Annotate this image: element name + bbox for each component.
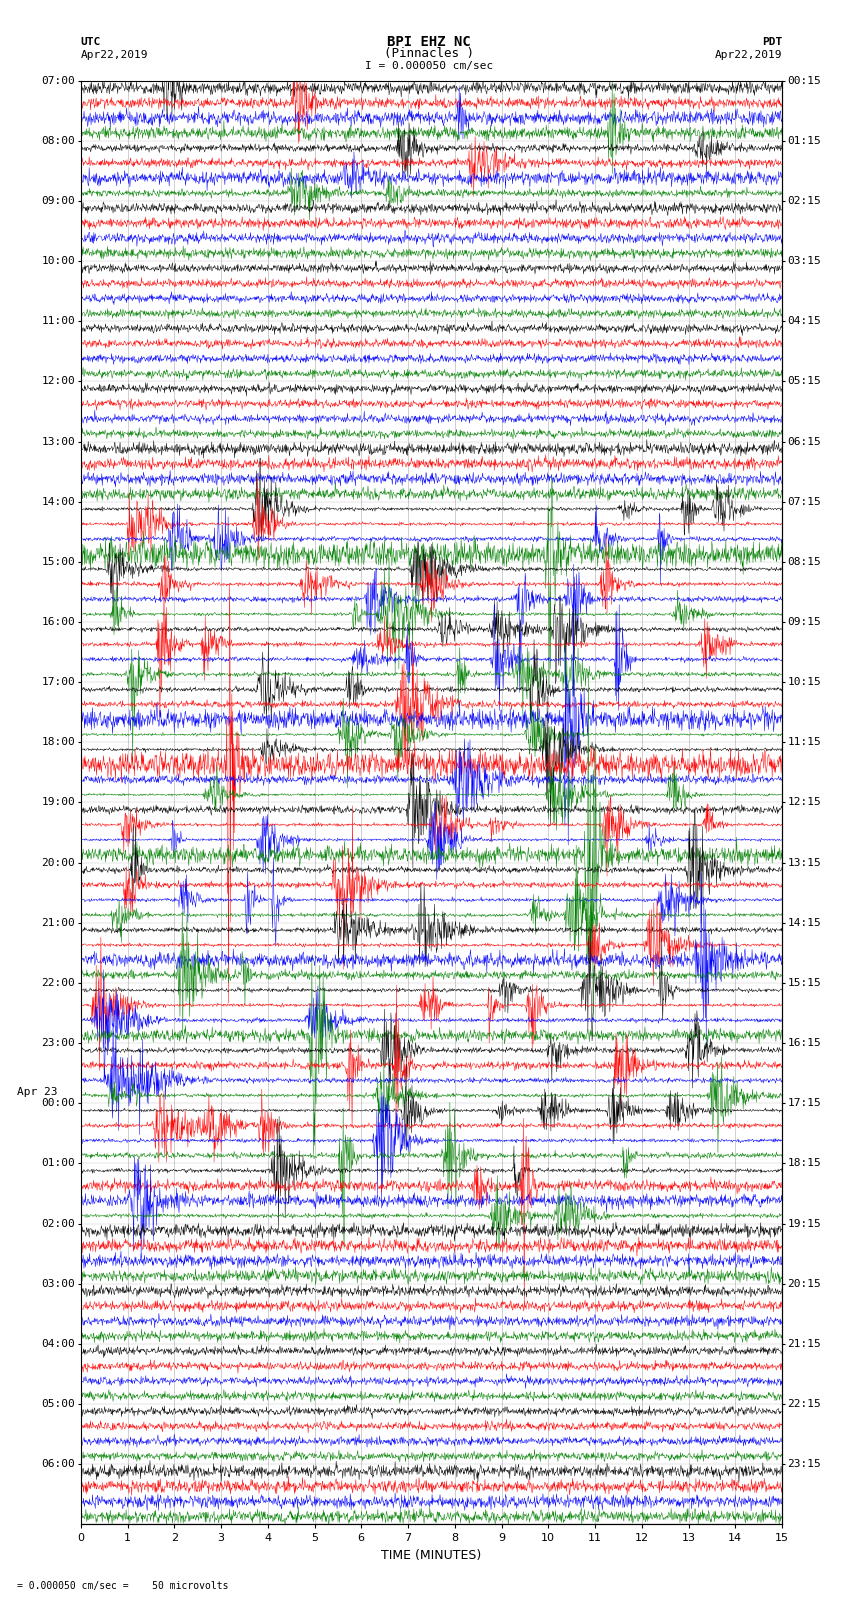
Text: = 0.000050 cm/sec =    50 microvolts: = 0.000050 cm/sec = 50 microvolts	[17, 1581, 229, 1590]
Text: Apr22,2019: Apr22,2019	[81, 50, 148, 60]
Text: PDT: PDT	[762, 37, 782, 47]
Text: I = 0.000050 cm/sec: I = 0.000050 cm/sec	[366, 61, 493, 71]
Text: (Pinnacles ): (Pinnacles )	[384, 47, 474, 60]
X-axis label: TIME (MINUTES): TIME (MINUTES)	[382, 1548, 481, 1561]
Text: Apr 23: Apr 23	[17, 1087, 57, 1097]
Text: UTC: UTC	[81, 37, 101, 47]
Text: BPI EHZ NC: BPI EHZ NC	[388, 35, 471, 50]
Text: Apr22,2019: Apr22,2019	[715, 50, 782, 60]
